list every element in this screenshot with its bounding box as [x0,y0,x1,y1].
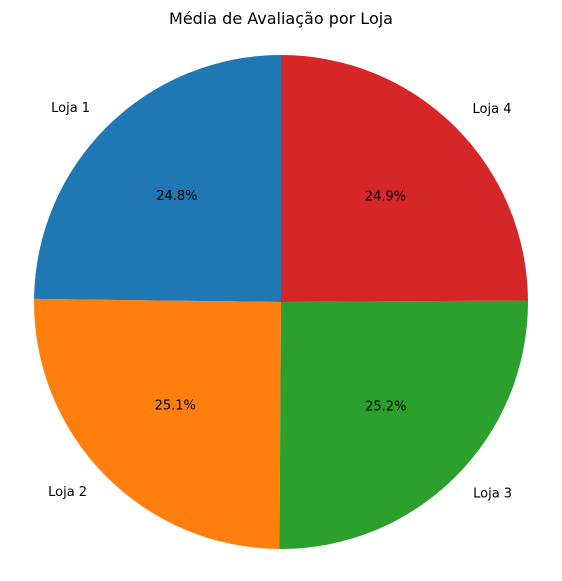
pie-slice-loja-2 [34,298,281,549]
pie-slice-loja-4 [281,55,528,302]
slice-label-loja-3: Loja 3 [473,487,512,502]
slice-label-loja-1: Loja 1 [51,101,90,116]
pie-slices [34,55,528,549]
pie-labels: Loja 1 24.8% Loja 2 25.1% Loja 3 25.2% Loja 4 2… [48,101,512,501]
pie-slice-loja-3 [279,300,528,549]
percent-label-loja-2: 25.1% [155,398,196,413]
percent-label-loja-4: 24.9% [365,189,406,204]
pie-slice-loja-1 [34,55,281,302]
slice-label-loja-2: Loja 2 [48,485,87,500]
percent-label-loja-1: 24.8% [156,189,197,204]
chart-title: Média de Avaliação por Loja [169,9,393,28]
percent-label-loja-3: 25.2% [365,399,406,414]
slice-label-loja-4: Loja 4 [473,102,512,117]
